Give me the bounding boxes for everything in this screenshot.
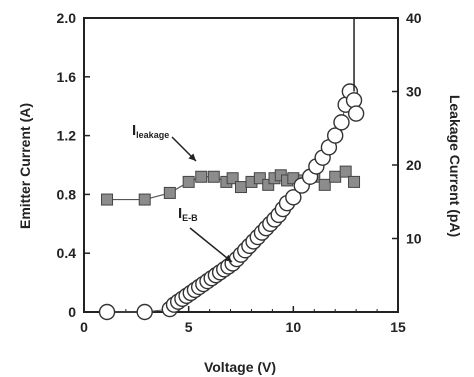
y2-axis-label: Leakage Current (pA)	[447, 95, 463, 237]
y-tick-label: 1.2	[57, 128, 77, 144]
y-tick-label: 0.8	[57, 186, 77, 202]
y2-tick-label: 10	[406, 231, 422, 247]
leakage-point	[182, 175, 195, 188]
plot-frame	[83, 17, 399, 313]
eb-point	[98, 303, 116, 321]
leakage-point	[253, 172, 266, 185]
eb-series-label: IE-B	[178, 205, 198, 223]
y-tick-label: 2.0	[57, 10, 77, 26]
eb-point	[327, 127, 344, 144]
eb-point	[345, 92, 363, 109]
leakage-point	[138, 193, 151, 206]
y2-tick-label: 30	[406, 84, 422, 100]
x-tick-label: 15	[390, 319, 406, 335]
leakage-point	[329, 170, 342, 183]
leakage-point	[339, 165, 352, 178]
leakage-arrow-head	[188, 153, 196, 161]
y-tick-label: 0	[68, 304, 76, 320]
leakage-point	[318, 178, 331, 191]
leakage-point	[262, 178, 275, 191]
eb-arrow-shaft	[189, 227, 233, 263]
x-tick-label: 5	[185, 319, 193, 335]
eb-arrow-head	[224, 254, 232, 262]
eb-point	[285, 189, 302, 206]
y2-tick-label: 20	[406, 157, 422, 173]
x-tick-label: 10	[286, 319, 302, 335]
annotations: Ileakage IE-B	[132, 122, 233, 263]
x-tick-label: 0	[80, 319, 88, 335]
leakage-series-label: Ileakage	[132, 122, 169, 140]
leakage-point	[207, 170, 220, 183]
eb-point	[347, 105, 365, 122]
labels: Voltage (V) Emitter Current (A) Leakage …	[17, 95, 463, 375]
x-axis-label: Voltage (V)	[204, 359, 276, 375]
leakage-point	[226, 172, 239, 185]
leakage-point	[235, 181, 247, 194]
y-tick-label: 0.4	[57, 245, 77, 261]
leakage-point	[163, 186, 176, 199]
eb-point	[136, 303, 153, 321]
marks	[98, 18, 365, 321]
leakage-point	[195, 170, 208, 183]
eb-point	[333, 114, 350, 131]
y2-tick-label: 40	[406, 10, 422, 26]
axes: 0 5 10 15 0 0.4 0.8 1.2 1.6 2.0 10 20 30 40	[57, 10, 422, 335]
y-axis-label: Emitter Current (A)	[17, 103, 33, 229]
leakage-point	[348, 175, 361, 188]
y-tick-label: 1.6	[57, 69, 77, 85]
leakage-point	[101, 193, 114, 206]
